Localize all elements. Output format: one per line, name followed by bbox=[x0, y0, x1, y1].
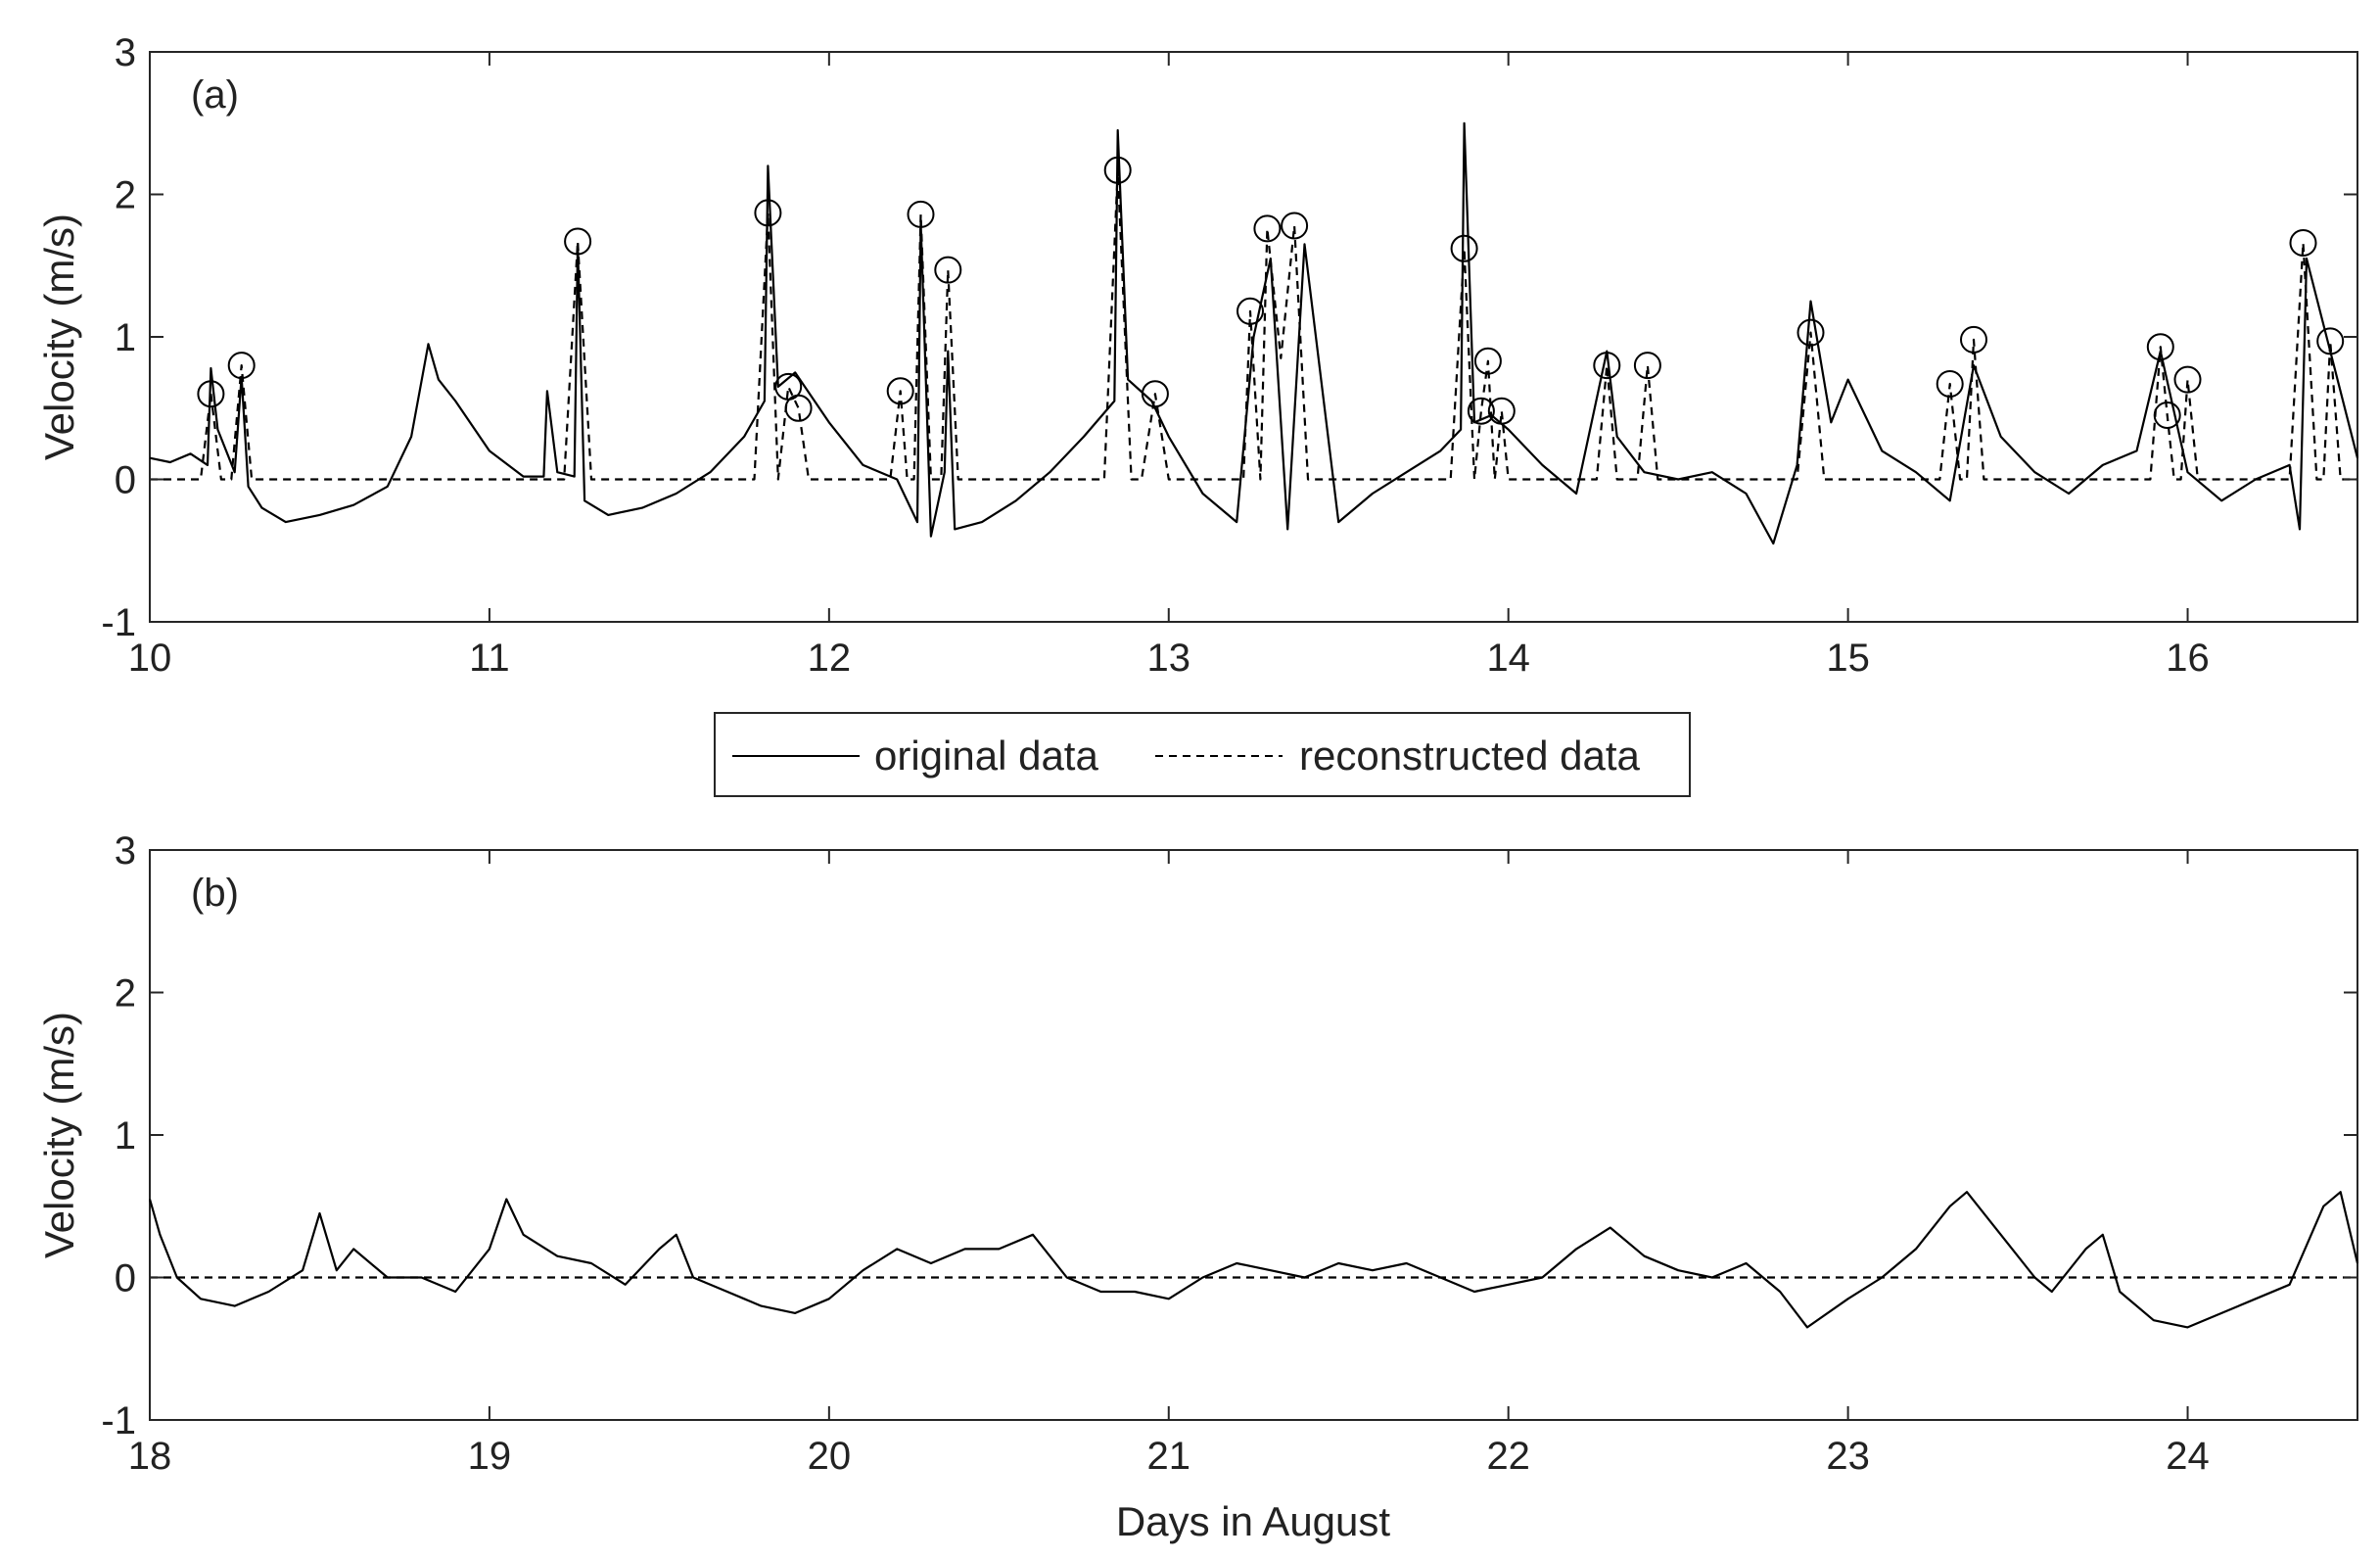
legend: original data reconstructed data bbox=[714, 712, 1691, 797]
panel-b-ytick-label: 2 bbox=[115, 972, 136, 1016]
panel-a-peak-marker bbox=[1633, 352, 1661, 380]
panel-a-xtick-label: 12 bbox=[808, 637, 852, 680]
panel-a-peak-marker bbox=[1141, 380, 1169, 408]
panel-a-xtick-label: 16 bbox=[2166, 637, 2210, 680]
panel-b-ylabel: Velocity (m/s) bbox=[36, 1012, 82, 1258]
panel-a-xtick-label: 10 bbox=[128, 637, 172, 680]
panel-a-peak-marker bbox=[1237, 297, 1264, 325]
panel-b-plot-area bbox=[148, 1191, 2359, 1329]
panel-a-series-reconstructed bbox=[150, 168, 2357, 481]
panel-b-xtick-label: 18 bbox=[128, 1435, 172, 1478]
panel-a-peak-marker bbox=[1467, 397, 1495, 425]
panel-a-peak-marker bbox=[2173, 365, 2202, 394]
legend-box bbox=[714, 712, 1691, 797]
panel-b-ytick-label: 1 bbox=[115, 1114, 136, 1158]
panel-a-peak-marker bbox=[886, 377, 914, 405]
panel-a-peak-marker bbox=[2316, 327, 2345, 355]
panel-b-xtick-label: 21 bbox=[1147, 1435, 1191, 1478]
panel-a-series-original bbox=[149, 121, 2359, 545]
panel-a-peak-marker bbox=[1281, 212, 1309, 240]
panel-a-xtick-label: 13 bbox=[1147, 637, 1191, 680]
panel-a-plot-area bbox=[149, 121, 2359, 545]
panel-b-chart: (b) Velocity (m/s) Days in August 18 19 20… bbox=[36, 829, 2359, 1544]
panel-a-peak-marker bbox=[2289, 229, 2317, 257]
panel-a-peak-marker bbox=[1450, 234, 1478, 262]
legend-label-original: original data bbox=[874, 733, 1098, 779]
panel-a-peak-marker bbox=[934, 256, 962, 284]
panel-a-peak-marker bbox=[907, 200, 935, 228]
panel-a-peak-marker bbox=[1103, 156, 1132, 184]
panel-a-peak-marker bbox=[754, 199, 782, 227]
panel-a-peak-marker bbox=[784, 394, 813, 422]
panel-a-ylabel: Velocity (m/s) bbox=[36, 213, 82, 460]
panel-b-ytick-label: 0 bbox=[115, 1257, 136, 1300]
panel-a-xtick-label: 14 bbox=[1486, 637, 1530, 680]
panel-b-xtick-label: 24 bbox=[2166, 1435, 2210, 1478]
panel-b-xlabel: Days in August bbox=[1116, 1498, 1390, 1544]
panel-a-peak-marker bbox=[2153, 402, 2181, 429]
panel-a-xtick-label: 15 bbox=[1826, 637, 1870, 680]
panel-b-ytick-label: 3 bbox=[115, 829, 136, 873]
panel-a-ytick-label: 2 bbox=[115, 174, 136, 217]
panel-a-ytick-label: 0 bbox=[115, 459, 136, 502]
legend-label-reconstructed: reconstructed data bbox=[1299, 733, 1641, 779]
panel-b-xtick-label: 22 bbox=[1486, 1435, 1530, 1478]
panel-a-peak-marker bbox=[564, 227, 592, 256]
panel-b-ytick-label: -1 bbox=[101, 1399, 136, 1442]
panel-b-label: (b) bbox=[191, 872, 239, 915]
panel-a-peak-marker bbox=[1253, 214, 1282, 243]
panel-a-peak-marker bbox=[1936, 370, 1964, 398]
panel-a-peak-marker bbox=[1960, 325, 1987, 354]
panel-a-label: (a) bbox=[191, 73, 239, 117]
panel-b-series-original bbox=[148, 1191, 2359, 1329]
panel-a-peak-marker bbox=[1473, 347, 1502, 375]
panel-a-ytick-label: 3 bbox=[115, 31, 136, 74]
panel-b-xtick-label: 20 bbox=[808, 1435, 852, 1478]
panel-a-peak-marker bbox=[1797, 318, 1825, 347]
panel-a-xtick-label: 11 bbox=[469, 637, 510, 680]
panel-a-peak-marker bbox=[1593, 352, 1621, 380]
panel-a-ytick-label: 1 bbox=[115, 316, 136, 359]
panel-a-peak-marker bbox=[227, 352, 256, 380]
panel-b-xtick-label: 19 bbox=[468, 1435, 512, 1478]
panel-a-peak-marker bbox=[1487, 397, 1516, 425]
panel-a-peak-marker bbox=[2146, 333, 2174, 361]
panel-a-ytick-label: -1 bbox=[101, 601, 136, 644]
panel-b-axes-box bbox=[149, 849, 2358, 1421]
panel-b-xtick-label: 23 bbox=[1826, 1435, 1870, 1478]
panel-a-peak-marker bbox=[197, 380, 225, 408]
